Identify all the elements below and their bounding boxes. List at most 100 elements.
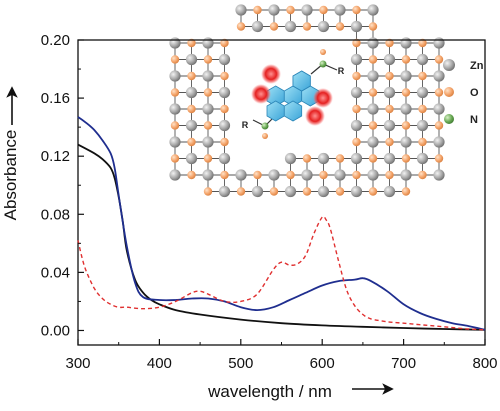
legend-label: Zn [470,60,484,72]
zn-atom [367,4,379,16]
zn-atom [218,185,231,198]
o-atom [368,154,378,163]
zn-atom [185,53,198,66]
o-atom [170,154,180,163]
zn-atom [350,86,363,99]
zn-atom [334,4,346,16]
red-glow-atom [305,106,325,126]
mof-structure-inset: RR [169,4,445,198]
plot-frame [77,39,486,346]
o-atom [352,137,361,147]
y-axis-arrow-icon [6,86,18,125]
red-glow-atom [313,88,333,108]
zn-atom [400,136,412,148]
zn-atom [202,70,214,82]
o-atom [302,187,312,196]
o-atom [203,88,213,97]
zn-atom [284,20,297,33]
zn-atom [350,20,363,33]
zn-atom [185,152,198,165]
o-atom [368,187,378,196]
o-atom [302,154,312,163]
o-atom [418,71,427,81]
inset-legend: Zn O N [443,59,484,126]
zn-atom [317,152,330,165]
zn-atom [400,103,412,115]
y-tick-label: 0.12 [41,148,70,165]
red-glow-atom [251,84,271,104]
zn-atom [367,103,379,115]
zn-atom [251,185,264,198]
zn-atom [383,53,396,66]
o-atom [170,121,180,130]
o-atom [385,38,394,48]
n-atom [261,122,269,130]
o-atom [434,154,444,163]
o-atom [352,71,361,81]
zn-atom [350,152,363,165]
zn-atom [416,152,429,165]
o-atom [187,104,196,114]
o-atom [286,170,295,180]
o-atom [335,154,345,163]
o-atom [269,187,279,196]
zn-atom [367,70,379,82]
y-tick-label: 0.16 [41,90,70,107]
o-atom [170,55,180,64]
zn-atom [218,53,231,66]
zn-atom [202,169,214,181]
zn-atom [301,169,313,181]
y-tick-label: 0.04 [41,264,70,281]
y-axis-label: Absorbance [1,130,20,221]
zn-atom [317,20,330,33]
o-atom [236,187,246,196]
o-atom [302,22,312,31]
aromatic-ring [292,70,311,92]
o-atom [352,38,361,48]
zn-atom [284,185,297,198]
x-tick-label: 300 [65,355,90,372]
o-atom [187,137,196,147]
o-atom [368,88,378,97]
zn-atom [383,86,396,99]
o-atom [187,170,196,180]
zn-atom [433,103,445,115]
zn-atom [169,136,181,148]
x-tick-label: 800 [472,355,497,372]
o-atom [262,133,268,139]
o-atom [253,5,262,15]
series-line-red-dashed [77,215,486,331]
o-atom [368,55,378,64]
aromatic-ring [283,100,303,122]
o-atom [203,121,213,130]
o-atom [401,154,411,163]
o-atom [352,5,361,15]
zn-atom [383,185,396,198]
o-atom [434,55,444,64]
zn-atom [400,37,412,49]
o-atom [187,71,196,81]
zn-atom [235,4,247,16]
o-atom [385,71,394,81]
zn-atom [235,169,247,181]
o-atom [187,38,196,48]
zn-atom [218,152,231,165]
o-atom [320,49,326,55]
o-atom [401,187,411,196]
o-atom [368,22,378,31]
zn-atom [383,119,396,132]
o-atom [434,88,444,97]
zn-atom [202,37,214,49]
zn-atom [416,86,429,99]
o-atom [368,121,378,130]
zn-atom [169,103,181,115]
zn-atom [367,169,379,181]
y-axis-ticks: 0.00 0.04 0.08 0.12 0.16 0.20 [41,32,84,339]
zn-atom [334,169,346,181]
aromatic-ring [266,100,285,122]
o-atom [319,5,328,15]
zn-atom [350,53,363,66]
o-atom [385,104,394,114]
zn-atom [433,136,445,148]
o-atom [434,121,444,130]
